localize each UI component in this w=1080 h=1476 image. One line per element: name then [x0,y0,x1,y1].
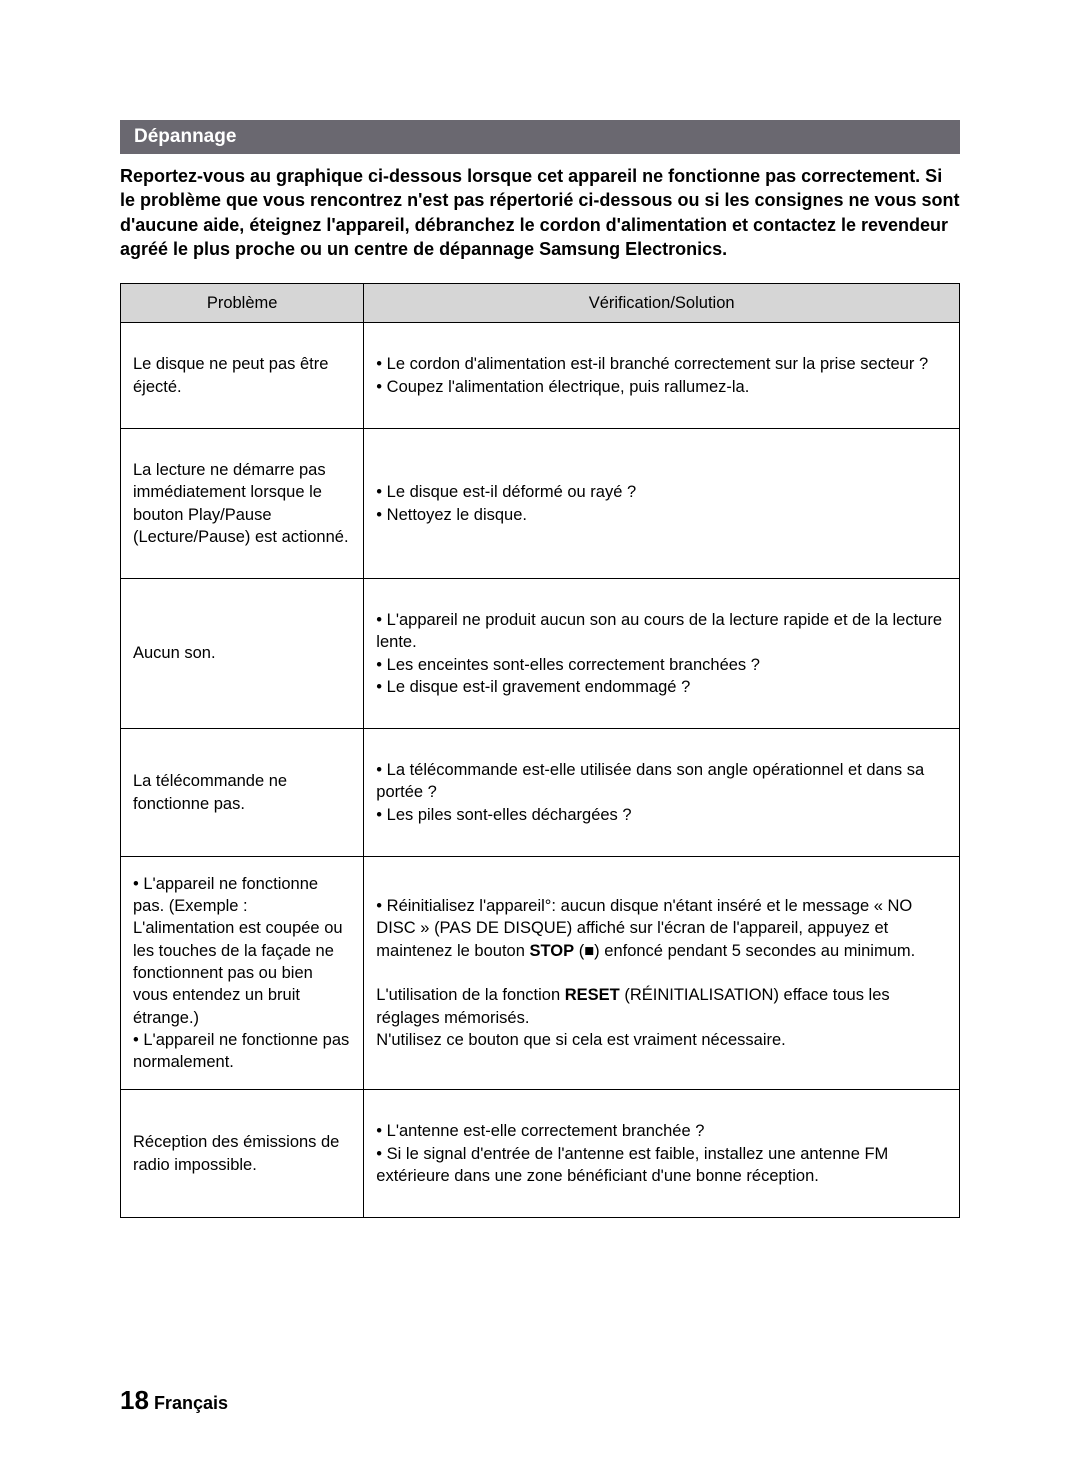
table-row: La lecture ne démarre pas immédiatement … [121,428,960,578]
problem-cell: Réception des émissions de radio impossi… [121,1090,364,1218]
problem-cell: La lecture ne démarre pas immédiatement … [121,428,364,578]
solution-cell: • Réinitialisez l'appareil°: aucun disqu… [364,856,960,1089]
page-footer: 18 Français [120,1385,228,1416]
troubleshooting-table: Problème Vérification/Solution Le disque… [120,283,960,1218]
section-title: Dépannage [120,120,960,154]
table-row: • L'appareil ne fonctionne pas. (Exemple… [121,856,960,1089]
header-problem: Problème [121,284,364,323]
solution-cell: • La télécommande est-elle utilisée dans… [364,729,960,857]
manual-page: Dépannage Reportez-vous au graphique ci-… [0,0,1080,1476]
page-number: 18 [120,1385,149,1415]
problem-cell: Le disque ne peut pas être éjecté. [121,323,364,429]
problem-cell: La télécommande ne fonctionne pas. [121,729,364,857]
table-row: Aucun son. • L'appareil ne produit aucun… [121,579,960,729]
solution-cell: • L'appareil ne produit aucun son au cou… [364,579,960,729]
table-row: Réception des émissions de radio impossi… [121,1090,960,1218]
problem-cell: • L'appareil ne fonctionne pas. (Exemple… [121,856,364,1089]
problem-cell: Aucun son. [121,579,364,729]
table-row: Le disque ne peut pas être éjecté. • Le … [121,323,960,429]
solution-cell: • L'antenne est-elle correctement branch… [364,1090,960,1218]
solution-cell: • Le cordon d'alimentation est-il branch… [364,323,960,429]
solution-cell: • Le disque est-il déformé ou rayé ?• Ne… [364,428,960,578]
header-solution: Vérification/Solution [364,284,960,323]
intro-paragraph: Reportez-vous au graphique ci-dessous lo… [120,164,960,261]
language-label: Français [154,1393,228,1413]
table-row: La télécommande ne fonctionne pas. • La … [121,729,960,857]
table-header-row: Problème Vérification/Solution [121,284,960,323]
